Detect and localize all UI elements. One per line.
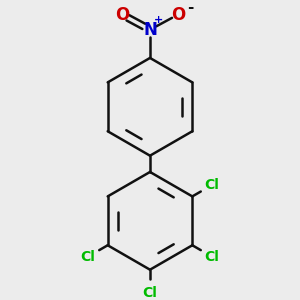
Text: +: + bbox=[154, 16, 163, 26]
Text: Cl: Cl bbox=[142, 286, 158, 299]
Text: O: O bbox=[115, 5, 129, 23]
Text: Cl: Cl bbox=[205, 250, 220, 264]
Text: N: N bbox=[143, 21, 157, 39]
Text: -: - bbox=[187, 1, 194, 16]
Text: Cl: Cl bbox=[80, 250, 95, 264]
Text: Cl: Cl bbox=[205, 178, 220, 192]
Text: O: O bbox=[171, 5, 185, 23]
